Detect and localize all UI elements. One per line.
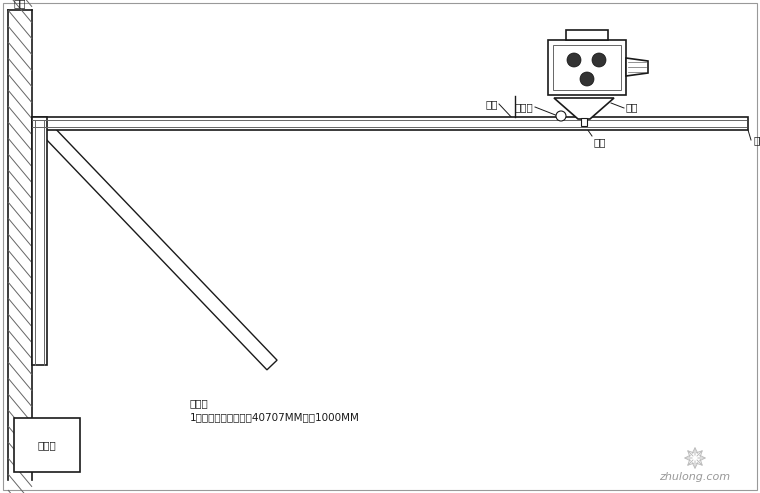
Bar bbox=[14, 418, 80, 472]
Text: 螺丝: 螺丝 bbox=[594, 137, 606, 147]
Bar bbox=[32, 117, 748, 130]
Circle shape bbox=[592, 53, 606, 67]
Text: 射管: 射管 bbox=[486, 99, 498, 109]
Polygon shape bbox=[554, 98, 614, 119]
Text: 横杆: 横杆 bbox=[753, 135, 760, 145]
Polygon shape bbox=[626, 58, 648, 76]
Circle shape bbox=[580, 72, 594, 86]
Polygon shape bbox=[42, 125, 277, 370]
Circle shape bbox=[556, 111, 566, 121]
Bar bbox=[548, 40, 626, 95]
Bar bbox=[566, 30, 608, 40]
Bar bbox=[32, 117, 47, 365]
Text: zhulong.com: zhulong.com bbox=[660, 472, 730, 482]
Bar bbox=[581, 118, 587, 126]
Text: 说明：: 说明： bbox=[190, 398, 209, 408]
Text: 墙体: 墙体 bbox=[14, 0, 27, 8]
Circle shape bbox=[567, 53, 581, 67]
Text: 1、横杆采用镀锌角钔40707MM长剗1000MM: 1、横杆采用镀锌角钔40707MM长剗1000MM bbox=[190, 412, 360, 422]
Text: 固定点: 固定点 bbox=[515, 102, 533, 112]
Text: 设备算: 设备算 bbox=[38, 440, 56, 450]
Text: 支架: 支架 bbox=[626, 102, 638, 112]
Bar bbox=[553, 45, 621, 90]
